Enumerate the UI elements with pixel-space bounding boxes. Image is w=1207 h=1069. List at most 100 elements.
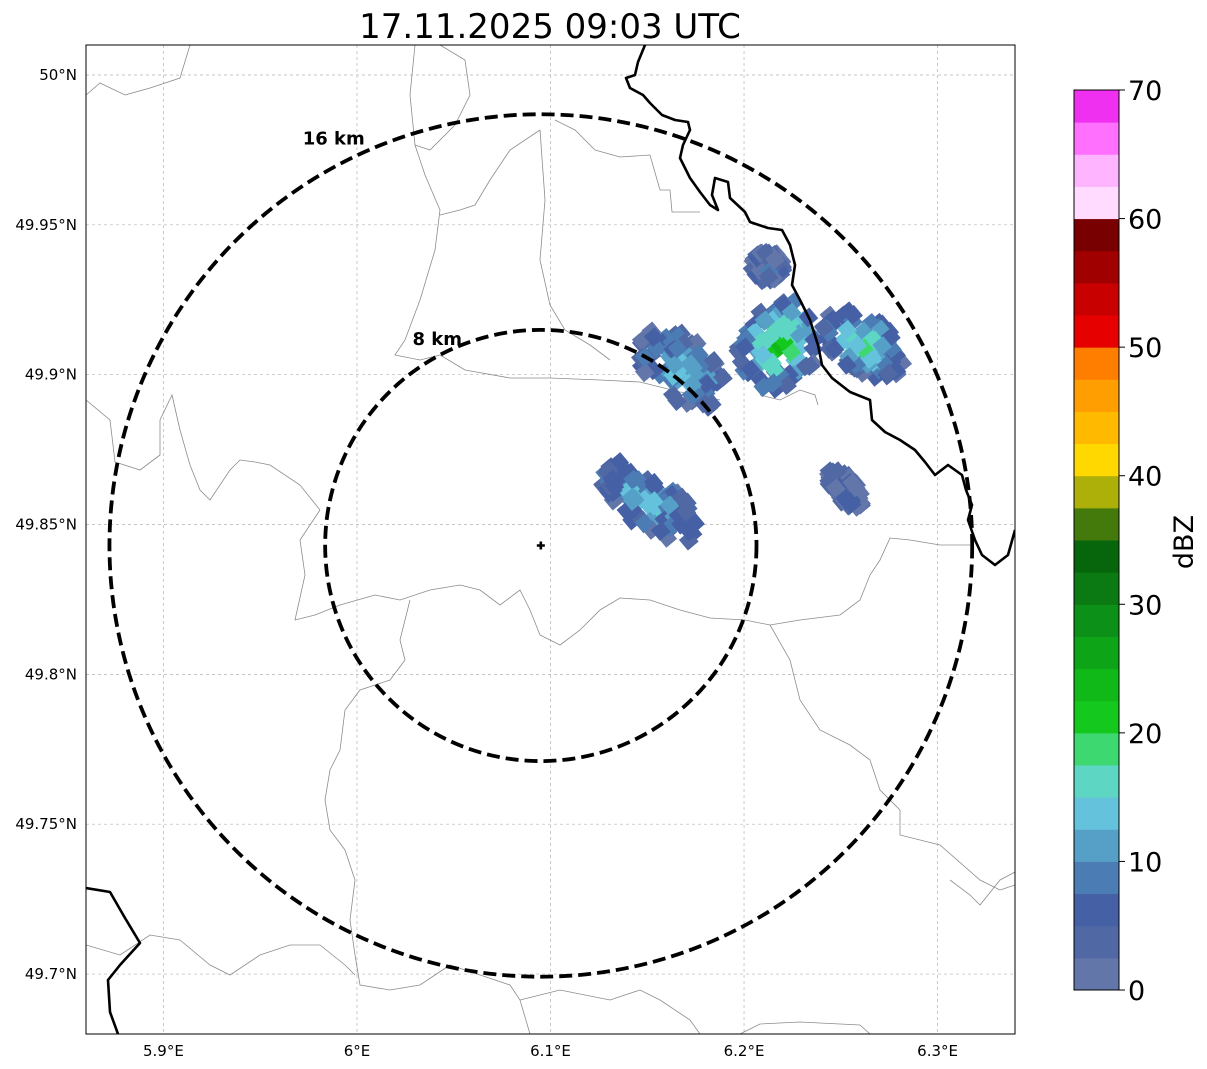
echo-bin bbox=[602, 469, 623, 490]
border-line bbox=[554, 119, 700, 213]
border-line bbox=[624, 45, 1015, 567]
colorbar-frame bbox=[1073, 89, 1120, 991]
colorbar-cell bbox=[1074, 411, 1119, 445]
echo-bin bbox=[763, 373, 783, 393]
colorbar-cell bbox=[1074, 475, 1119, 509]
colorbar-cell bbox=[1074, 186, 1119, 220]
echo-bin bbox=[667, 391, 687, 411]
range-ring-label: 8 km bbox=[413, 329, 463, 350]
colorbar-tick-label: 70 bbox=[1128, 76, 1162, 107]
border-line bbox=[86, 393, 321, 511]
echo-bin bbox=[777, 375, 797, 396]
echo-bin bbox=[825, 478, 846, 499]
colorbar-tick-label: 20 bbox=[1128, 719, 1162, 750]
y-tick-label: 49.7°N bbox=[25, 965, 77, 983]
echo-bin bbox=[777, 317, 798, 338]
echo-bin bbox=[643, 327, 664, 347]
echo-bin bbox=[878, 363, 899, 384]
echo-bin bbox=[643, 472, 664, 493]
echo-bin bbox=[843, 304, 863, 325]
colorbar-cell bbox=[1074, 732, 1119, 766]
range-ring bbox=[107, 112, 975, 979]
x-tick-label: 6.2°E bbox=[724, 1042, 765, 1060]
echo-bin bbox=[781, 302, 802, 323]
colorbar-cell bbox=[1074, 154, 1119, 187]
colorbar-cell bbox=[1074, 700, 1119, 734]
colorbar-tick-label: 30 bbox=[1128, 590, 1162, 621]
colorbar-cell bbox=[1074, 507, 1119, 541]
echo-bin bbox=[703, 351, 724, 371]
echo-bin bbox=[643, 491, 664, 511]
colorbar-cell bbox=[1074, 572, 1119, 605]
range-ring bbox=[323, 327, 759, 764]
echo-bin bbox=[795, 356, 816, 377]
echo-bin bbox=[824, 339, 845, 359]
colorbar-tick-label: 10 bbox=[1128, 847, 1162, 878]
radar-site-marker bbox=[536, 541, 545, 550]
border-line bbox=[414, 45, 471, 151]
range-rings: 8 km 16 km bbox=[107, 112, 975, 979]
colorbar-cell bbox=[1074, 797, 1119, 830]
colorbar-cell bbox=[1074, 282, 1119, 316]
map-frame bbox=[85, 44, 1016, 1035]
colorbar-label: dBZ bbox=[1169, 515, 1200, 569]
y-tick-label: 49.9°N bbox=[25, 366, 77, 384]
border-line bbox=[759, 389, 819, 406]
y-axis: 50°N 49.95°N 49.9°N 49.85°N 49.8°N 49.75°N 49.… bbox=[15, 66, 77, 983]
border-line bbox=[86, 45, 191, 96]
colorbar-cell bbox=[1074, 250, 1119, 284]
colorbar-cell bbox=[1074, 218, 1119, 252]
colorbar-cell bbox=[1074, 925, 1119, 959]
colorbar-cell bbox=[1074, 347, 1119, 380]
y-tick-label: 49.75°N bbox=[15, 815, 77, 833]
colorbar-cell bbox=[1074, 765, 1119, 798]
x-tick-label: 6°E bbox=[344, 1042, 371, 1060]
border-line bbox=[86, 886, 142, 1034]
echo-bin bbox=[753, 344, 773, 365]
colorbar-tick-label: 50 bbox=[1128, 333, 1162, 364]
colorbar: 0 10 20 30 40 50 60 70 dBZ bbox=[1073, 76, 1200, 1007]
colorbar-cell bbox=[1074, 122, 1119, 155]
border-line bbox=[439, 129, 541, 216]
colorbar-cell bbox=[1074, 540, 1119, 573]
colorbar-cell bbox=[1074, 379, 1119, 412]
colorbar-ticks: 0 10 20 30 40 50 60 70 bbox=[1119, 76, 1162, 1007]
border-line bbox=[769, 624, 1015, 891]
echo-bin bbox=[634, 513, 655, 534]
range-ring-label: 16 km bbox=[303, 128, 365, 149]
map-panel: 8 km 16 km bbox=[85, 44, 1016, 1035]
colorbar-cells bbox=[1074, 90, 1119, 991]
y-tick-label: 49.8°N bbox=[25, 665, 77, 683]
border-line bbox=[394, 45, 441, 361]
echo-bin bbox=[872, 336, 893, 356]
colorbar-cell bbox=[1074, 893, 1119, 927]
national-border bbox=[86, 45, 1015, 1034]
border-line bbox=[519, 989, 701, 1034]
echo-bin bbox=[650, 521, 671, 541]
border-line bbox=[769, 537, 970, 626]
y-tick-label: 49.95°N bbox=[15, 216, 77, 234]
echo-bin bbox=[755, 311, 776, 331]
colorbar-cell bbox=[1074, 443, 1119, 477]
echo-bin bbox=[813, 317, 834, 338]
colorbar-tick-label: 60 bbox=[1128, 205, 1162, 236]
echo-bin bbox=[696, 374, 717, 394]
echo-bin bbox=[621, 487, 642, 508]
border-line bbox=[949, 871, 1015, 906]
x-axis: 5.9°E 6°E 6.1°E 6.2°E 6.3°E bbox=[143, 1042, 958, 1060]
x-tick-label: 5.9°E bbox=[143, 1042, 184, 1060]
echo-bin bbox=[671, 487, 692, 508]
echo-bin bbox=[837, 355, 857, 375]
colorbar-cell bbox=[1074, 861, 1119, 895]
colorbar-cell bbox=[1074, 957, 1119, 991]
border-line bbox=[294, 509, 771, 646]
colorbar-cell bbox=[1074, 636, 1119, 670]
border-line bbox=[539, 129, 611, 361]
colorbar-cell bbox=[1074, 604, 1119, 637]
echo-bin bbox=[734, 337, 755, 358]
x-tick-label: 6.1°E bbox=[530, 1042, 571, 1060]
echo-bin bbox=[765, 249, 785, 270]
echo-bin bbox=[659, 495, 680, 516]
echo-bin bbox=[713, 367, 733, 388]
